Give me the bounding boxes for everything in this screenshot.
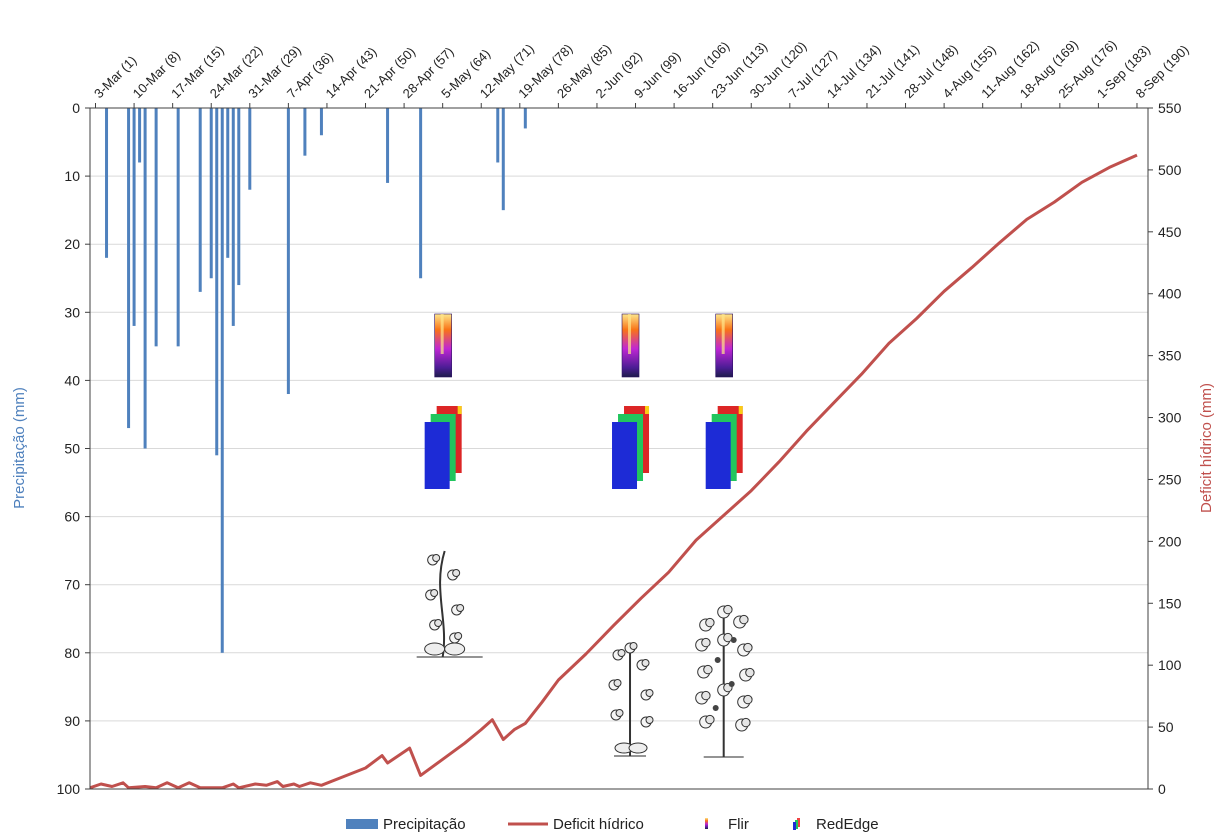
- precip-bar: [237, 108, 241, 286]
- left-tick-label: 0: [72, 100, 80, 116]
- precipitation-series: [105, 108, 527, 653]
- flir-marker: [715, 313, 733, 378]
- right-tick-label: 150: [1158, 595, 1182, 611]
- right-axis-label: Deficit hídrico (mm): [1198, 383, 1215, 513]
- left-tick-label: 80: [64, 645, 80, 661]
- sensor-markers: [424, 313, 743, 489]
- precip-bar: [226, 108, 230, 258]
- precip-bar: [198, 108, 202, 292]
- rededge-marker: [612, 406, 650, 489]
- left-tick-label: 100: [57, 781, 81, 797]
- right-tick-label: 0: [1158, 781, 1166, 797]
- flir-marker: [434, 313, 452, 378]
- x-axis-ticks: 3-Mar (1)10-Mar (8)17-Mar (15)24-Mar (22…: [91, 37, 1192, 108]
- right-tick-label: 300: [1158, 410, 1182, 426]
- right-tick-label: 250: [1158, 471, 1182, 487]
- right-tick-label: 450: [1158, 224, 1182, 240]
- left-tick-label: 10: [64, 168, 80, 184]
- precip-bar: [143, 108, 147, 449]
- precip-bar: [286, 108, 290, 395]
- deficit-line: [89, 153, 1138, 790]
- legend-label-precipitacao: Precipitação: [383, 816, 466, 833]
- precip-bar: [303, 108, 307, 156]
- precip-bar: [132, 108, 136, 326]
- precip-bar: [220, 108, 224, 653]
- plant-illustrations: [416, 550, 755, 758]
- legend-label-deficit: Deficit hídrico: [553, 816, 644, 833]
- right-tick-label: 100: [1158, 657, 1182, 673]
- precip-bar: [176, 108, 180, 347]
- left-tick-label: 50: [64, 441, 80, 457]
- left-tick-label: 30: [64, 304, 80, 320]
- legend-label-flir: Flir: [728, 816, 749, 833]
- left-tick-label: 70: [64, 577, 80, 593]
- legend-swatch-rededge-icon: [793, 818, 800, 830]
- right-tick-label: 550: [1158, 100, 1182, 116]
- legend-swatch-precipitacao: [346, 819, 378, 829]
- plant-illustration: [416, 550, 483, 658]
- left-tick-label: 40: [64, 372, 80, 388]
- precip-bar: [248, 108, 252, 190]
- legend-swatch-flir-icon: [705, 818, 708, 829]
- precip-bar: [319, 108, 323, 136]
- right-tick-label: 200: [1158, 533, 1182, 549]
- precip-bar: [154, 108, 158, 347]
- right-axis-ticks: 0 50 100 150 200 250 300 350 400 450 500 550: [1148, 100, 1182, 797]
- plant-illustration: [695, 604, 755, 758]
- left-tick-label: 90: [64, 713, 80, 729]
- flir-marker: [621, 313, 640, 378]
- right-tick-label: 350: [1158, 348, 1182, 364]
- left-tick-label: 60: [64, 509, 80, 525]
- rededge-marker: [705, 406, 743, 489]
- precip-bar: [501, 108, 505, 211]
- legend: Precipitação Deficit hídrico Flir RedEdg…: [346, 816, 879, 833]
- legend-label-rededge: RedEdge: [816, 816, 879, 833]
- rededge-marker: [424, 406, 462, 489]
- left-axis-label: Precipitação (mm): [11, 387, 28, 509]
- precip-bar: [215, 108, 219, 456]
- precip-bar: [231, 108, 235, 326]
- precip-bar: [386, 108, 390, 183]
- precip-bar: [138, 108, 142, 163]
- plant-illustration: [608, 642, 654, 757]
- right-tick-label: 50: [1158, 719, 1174, 735]
- right-tick-label: 500: [1158, 162, 1182, 178]
- left-tick-label: 20: [64, 236, 80, 252]
- precip-bar: [496, 108, 500, 163]
- precip-bar: [523, 108, 527, 129]
- precip-bar: [105, 108, 109, 258]
- right-tick-label: 400: [1158, 286, 1182, 302]
- deficit-series: [89, 153, 1138, 790]
- precip-bar: [209, 108, 213, 279]
- left-axis-ticks: 0 10 20 30 40 50 60 70 80 90 100: [57, 100, 90, 797]
- precip-bar: [127, 108, 131, 429]
- precip-bar: [419, 108, 423, 279]
